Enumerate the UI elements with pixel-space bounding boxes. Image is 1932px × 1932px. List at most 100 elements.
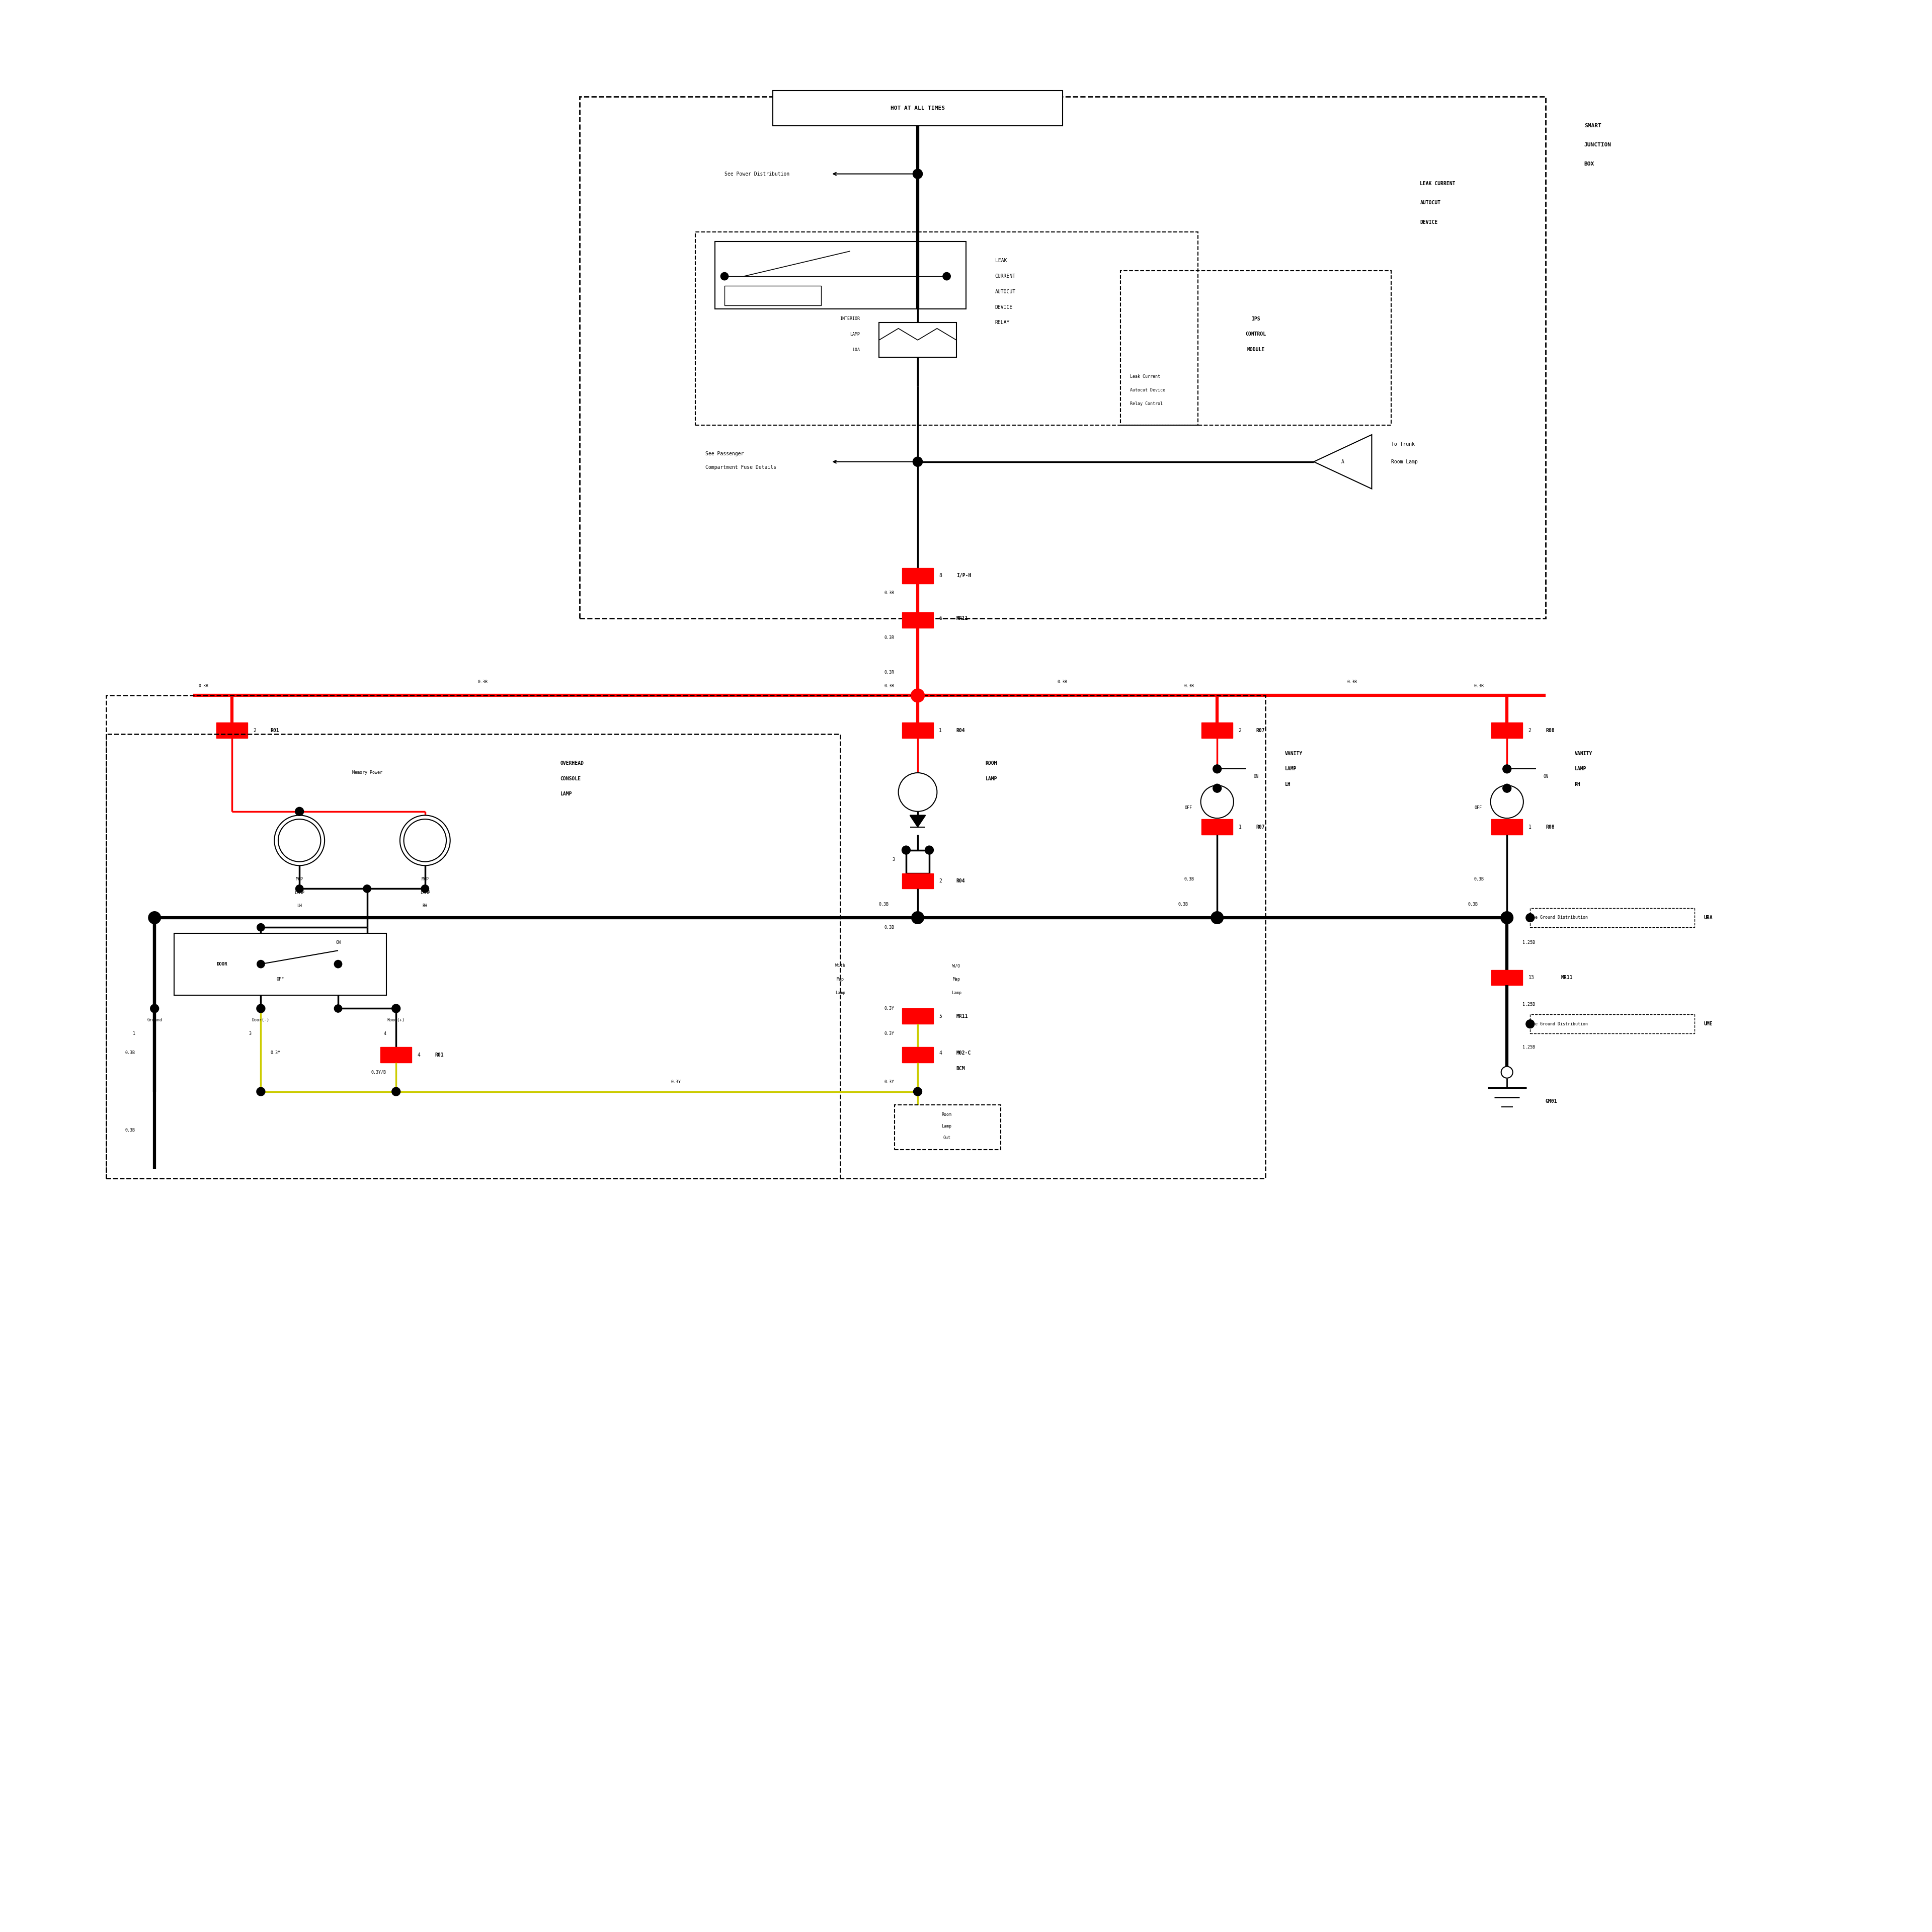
- Text: 0.3B: 0.3B: [1184, 877, 1194, 881]
- Text: RELAY: RELAY: [995, 321, 1010, 325]
- Bar: [381, 1047, 412, 1063]
- Text: Map: Map: [952, 978, 960, 981]
- Text: R07: R07: [1256, 728, 1265, 732]
- Circle shape: [898, 773, 937, 811]
- Circle shape: [912, 690, 925, 703]
- Text: R01: R01: [270, 728, 280, 732]
- Bar: [725, 286, 821, 305]
- Text: 0.3R: 0.3R: [1347, 680, 1358, 684]
- Circle shape: [914, 458, 923, 468]
- Bar: [696, 232, 1198, 425]
- Text: To Trunk: To Trunk: [1391, 442, 1414, 446]
- Text: 0.3B: 0.3B: [126, 1128, 135, 1132]
- Bar: [902, 873, 933, 889]
- Text: 6: 6: [939, 616, 943, 620]
- Circle shape: [1213, 784, 1221, 792]
- Text: 1.25B: 1.25B: [1522, 1003, 1536, 1007]
- Text: 0.3B: 0.3B: [879, 902, 889, 906]
- Bar: [1202, 723, 1233, 738]
- Text: Room: Room: [941, 1113, 952, 1117]
- Text: Relay Control: Relay Control: [1130, 402, 1163, 406]
- Circle shape: [149, 912, 160, 923]
- Text: MAP: MAP: [421, 877, 429, 881]
- Text: 0.3R: 0.3R: [885, 670, 895, 674]
- Bar: [106, 734, 840, 1179]
- Circle shape: [1211, 912, 1223, 923]
- Text: LEAK CURRENT: LEAK CURRENT: [1420, 182, 1455, 185]
- Circle shape: [902, 846, 910, 854]
- Text: 0.3R: 0.3R: [1057, 680, 1068, 684]
- Text: Lamp: Lamp: [941, 1124, 952, 1128]
- Text: RH: RH: [423, 904, 427, 908]
- Text: R08: R08: [1546, 825, 1555, 829]
- Text: AUTOCUT: AUTOCUT: [1420, 201, 1441, 205]
- Text: A: A: [1341, 460, 1345, 464]
- Circle shape: [257, 1088, 265, 1095]
- Text: 4: 4: [384, 1032, 386, 1036]
- Text: See Ground Distribution: See Ground Distribution: [1530, 916, 1588, 920]
- Text: 0.3R: 0.3R: [1184, 684, 1194, 688]
- Text: AUTOCUT: AUTOCUT: [995, 290, 1016, 294]
- Text: Ground: Ground: [147, 1018, 162, 1022]
- Text: 0.3Y/B: 0.3Y/B: [371, 1070, 386, 1074]
- Text: 0.3B: 0.3B: [1468, 902, 1478, 906]
- Text: 4: 4: [417, 1053, 421, 1057]
- Text: 2: 2: [1238, 728, 1242, 732]
- Circle shape: [296, 808, 303, 815]
- Text: ON: ON: [336, 941, 340, 945]
- Text: See Power Distribution: See Power Distribution: [725, 172, 790, 176]
- Text: 8: 8: [939, 574, 943, 578]
- Text: I/P-H: I/P-H: [956, 574, 972, 578]
- Bar: [1121, 270, 1391, 425]
- Text: VANITY: VANITY: [1575, 752, 1592, 755]
- Text: ON: ON: [1544, 775, 1548, 779]
- Text: LAMP: LAMP: [560, 792, 572, 796]
- Circle shape: [363, 885, 371, 893]
- Text: LAMP: LAMP: [1575, 767, 1586, 771]
- Text: 2: 2: [939, 879, 943, 883]
- Text: 3: 3: [893, 858, 895, 862]
- Bar: [1492, 970, 1522, 985]
- Text: 2: 2: [1528, 728, 1532, 732]
- Circle shape: [392, 1088, 400, 1095]
- Circle shape: [392, 1005, 400, 1012]
- Text: Autocut Device: Autocut Device: [1130, 388, 1165, 392]
- Circle shape: [925, 846, 933, 854]
- Bar: [1492, 723, 1522, 738]
- Text: OFF: OFF: [276, 978, 284, 981]
- Bar: [773, 91, 1063, 126]
- Circle shape: [914, 170, 923, 180]
- Text: With: With: [835, 964, 846, 968]
- Text: LAMP: LAMP: [985, 777, 997, 781]
- Text: VANITY: VANITY: [1285, 752, 1302, 755]
- Circle shape: [912, 912, 923, 923]
- Text: ROOM: ROOM: [985, 761, 997, 765]
- Text: 1.25B: 1.25B: [1522, 1045, 1536, 1049]
- Text: Room(+): Room(+): [386, 1018, 406, 1022]
- Text: DOOR: DOOR: [216, 962, 228, 966]
- Text: LAMP: LAMP: [1285, 767, 1296, 771]
- Text: MAP: MAP: [296, 877, 303, 881]
- Circle shape: [1501, 1066, 1513, 1078]
- Circle shape: [274, 815, 325, 866]
- Text: OVERHEAD: OVERHEAD: [560, 761, 583, 765]
- Circle shape: [1200, 784, 1233, 819]
- Text: SMART: SMART: [1584, 124, 1602, 128]
- Bar: [174, 933, 386, 995]
- Text: 1: 1: [1528, 825, 1532, 829]
- Text: UME: UME: [1704, 1022, 1714, 1026]
- Text: IPS: IPS: [1252, 317, 1260, 321]
- Text: 5: 5: [939, 1014, 943, 1018]
- Text: OFF: OFF: [1474, 806, 1482, 810]
- Circle shape: [151, 1005, 158, 1012]
- Text: W/O: W/O: [952, 964, 960, 968]
- Text: 1: 1: [939, 728, 943, 732]
- Text: 0.3Y: 0.3Y: [885, 1032, 895, 1036]
- Bar: [902, 723, 933, 738]
- Text: Compartment Fuse Details: Compartment Fuse Details: [705, 466, 777, 469]
- Text: 13: 13: [1528, 976, 1534, 980]
- Text: Door(-): Door(-): [251, 1018, 270, 1022]
- Text: Room Lamp: Room Lamp: [1391, 460, 1418, 464]
- Text: CONTROL: CONTROL: [1246, 332, 1265, 336]
- Text: URA: URA: [1704, 916, 1714, 920]
